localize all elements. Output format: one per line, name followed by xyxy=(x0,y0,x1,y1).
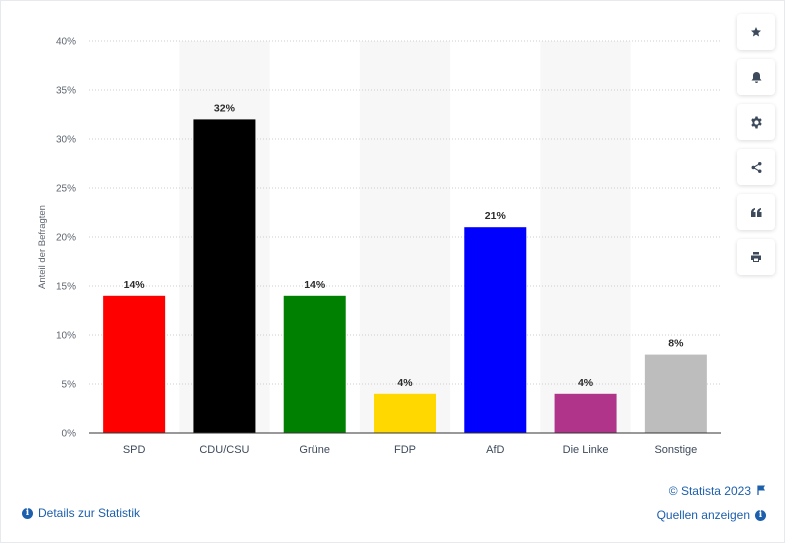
y-tick-label: 40% xyxy=(56,37,76,48)
data-labels: 14% 32% 14% 4% 21% 4% 8% xyxy=(124,102,684,388)
y-axis-label: Anteil der Befragten xyxy=(37,205,48,289)
bar xyxy=(103,295,166,433)
bar xyxy=(644,354,707,433)
y-tick-label: 20% xyxy=(56,233,76,244)
x-tick-label: Sonstige xyxy=(654,444,697,456)
info-icon: i xyxy=(22,507,33,519)
share-icon xyxy=(750,161,763,174)
bar xyxy=(374,393,436,433)
data-label: 32% xyxy=(214,102,236,114)
bar xyxy=(283,295,346,433)
bell-icon xyxy=(751,71,762,84)
y-axis-ticks: 0% 5% 10% 15% 20% 25% 30% 35% 40% xyxy=(56,37,76,440)
data-label: 4% xyxy=(578,377,594,389)
y-tick-label: 35% xyxy=(56,86,76,97)
y-tick-label: 15% xyxy=(56,282,76,293)
y-tick-label: 5% xyxy=(62,380,77,391)
share-button[interactable] xyxy=(737,149,775,185)
x-tick-label: SPD xyxy=(123,444,146,456)
gear-icon xyxy=(750,116,763,129)
sources-label: Quellen anzeigen xyxy=(656,508,750,522)
x-tick-label: FDP xyxy=(394,444,416,456)
bar xyxy=(464,227,527,433)
flag-icon xyxy=(757,484,766,498)
sources-link[interactable]: Quellen anzeigen i xyxy=(657,508,766,522)
y-tick-label: 10% xyxy=(56,331,76,342)
data-label: 14% xyxy=(304,279,326,291)
info-icon: i xyxy=(755,509,766,521)
favorite-button[interactable] xyxy=(737,14,775,50)
details-label: Details zur Statistik xyxy=(38,506,141,520)
print-button[interactable] xyxy=(737,239,775,275)
bar xyxy=(554,393,617,433)
data-label: 14% xyxy=(124,279,146,291)
quote-icon xyxy=(750,207,762,217)
chart-toolbar xyxy=(737,14,775,275)
x-axis-ticks: SPD CDU/CSU Grüne FDP AfD Die Linke Sonstige xyxy=(123,444,697,456)
data-label: 8% xyxy=(668,338,684,350)
y-tick-label: 25% xyxy=(56,184,76,195)
x-tick-label: Die Linke xyxy=(563,444,609,456)
bar xyxy=(193,119,256,434)
notification-button[interactable] xyxy=(737,59,775,95)
details-link[interactable]: i Details zur Statistik xyxy=(22,506,140,520)
y-tick-label: 0% xyxy=(62,429,77,440)
copyright-link[interactable]: © Statista 2023 xyxy=(669,484,766,498)
data-label: 21% xyxy=(485,210,507,222)
data-label: 4% xyxy=(397,377,413,389)
settings-button[interactable] xyxy=(737,104,775,140)
x-tick-label: AfD xyxy=(486,444,504,456)
x-tick-label: Grüne xyxy=(299,444,330,456)
star-icon xyxy=(750,26,762,38)
y-tick-label: 30% xyxy=(56,135,76,146)
cite-button[interactable] xyxy=(737,194,775,230)
category-band xyxy=(540,41,631,433)
copyright-text: © Statista 2023 xyxy=(668,484,751,498)
bars xyxy=(103,119,707,434)
x-tick-label: CDU/CSU xyxy=(199,444,249,456)
print-icon xyxy=(750,251,762,263)
